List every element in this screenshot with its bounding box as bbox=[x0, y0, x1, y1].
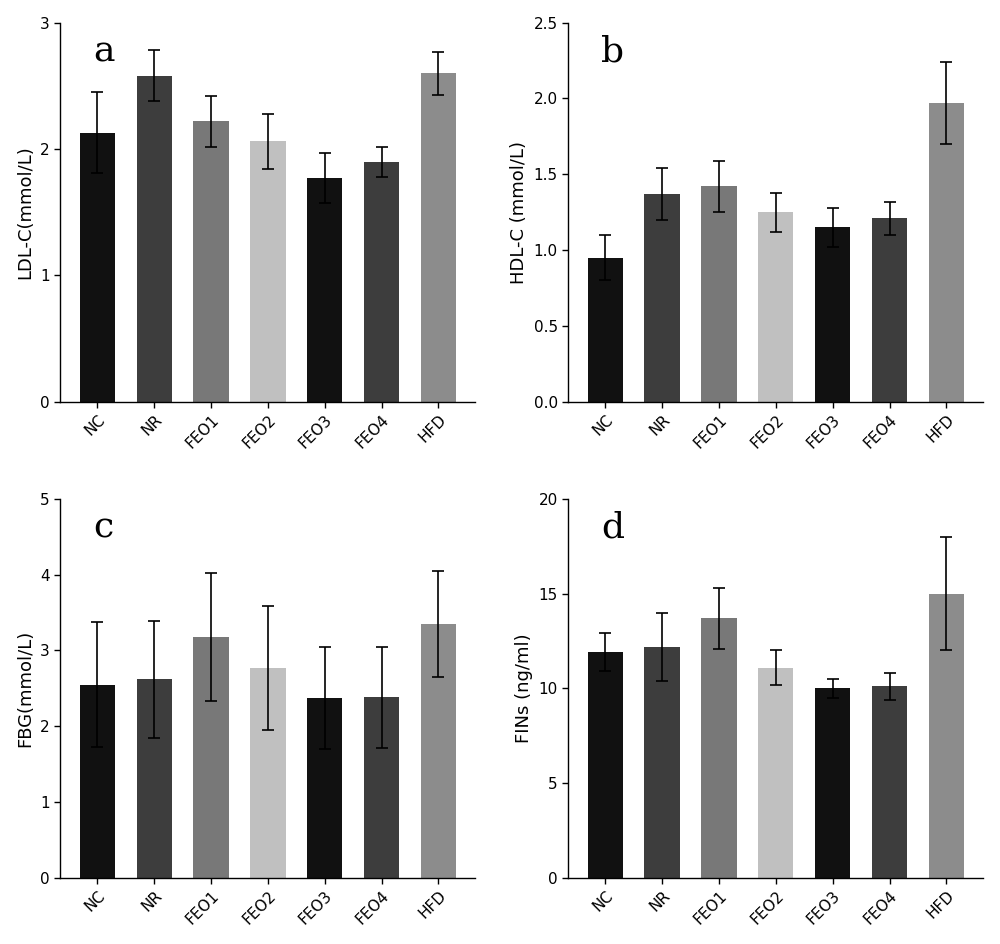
Bar bbox=[701, 618, 737, 878]
Text: d: d bbox=[601, 510, 624, 544]
Bar bbox=[758, 667, 793, 878]
Bar bbox=[758, 212, 793, 402]
Text: a: a bbox=[94, 34, 115, 68]
Bar bbox=[307, 699, 342, 878]
Text: b: b bbox=[601, 34, 625, 68]
Bar bbox=[80, 684, 115, 878]
Bar bbox=[193, 637, 229, 878]
Bar bbox=[815, 228, 850, 402]
Y-axis label: FINs (ng/ml): FINs (ng/ml) bbox=[515, 633, 533, 743]
Bar bbox=[364, 698, 399, 878]
Text: c: c bbox=[94, 510, 114, 544]
Bar bbox=[644, 647, 680, 878]
Bar bbox=[250, 142, 286, 402]
Bar bbox=[588, 258, 623, 402]
Bar bbox=[137, 680, 172, 878]
Bar bbox=[588, 652, 623, 878]
Bar bbox=[929, 594, 964, 878]
Y-axis label: FBG(mmol/L): FBG(mmol/L) bbox=[17, 630, 35, 747]
Bar bbox=[364, 161, 399, 402]
Bar bbox=[250, 668, 286, 878]
Y-axis label: HDL-C (mmol/L): HDL-C (mmol/L) bbox=[510, 141, 528, 284]
Bar bbox=[815, 688, 850, 878]
Bar bbox=[137, 76, 172, 402]
Bar bbox=[701, 186, 737, 402]
Bar bbox=[421, 74, 456, 402]
Bar bbox=[80, 132, 115, 402]
Bar bbox=[929, 103, 964, 402]
Bar bbox=[421, 624, 456, 878]
Bar bbox=[307, 178, 342, 402]
Y-axis label: LDL-C(mmol/L): LDL-C(mmol/L) bbox=[17, 145, 35, 279]
Bar bbox=[872, 218, 907, 402]
Bar bbox=[644, 194, 680, 402]
Bar bbox=[872, 686, 907, 878]
Bar bbox=[193, 121, 229, 402]
